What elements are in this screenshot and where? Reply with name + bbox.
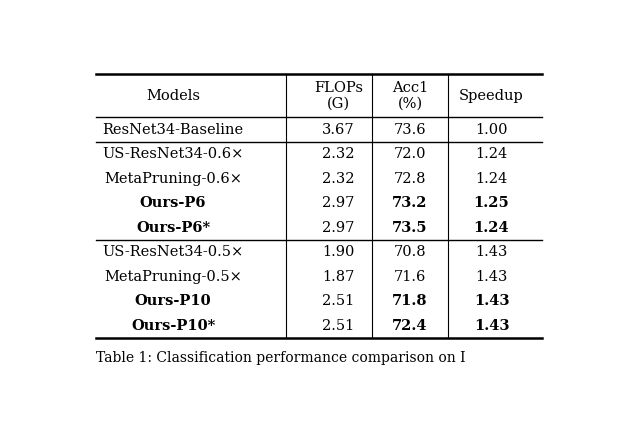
Text: 1.43: 1.43: [474, 319, 509, 333]
Text: Models: Models: [146, 89, 200, 103]
Text: Table 1: Classification performance comparison on I: Table 1: Classification performance comp…: [96, 351, 466, 365]
Text: 1.43: 1.43: [475, 270, 508, 284]
Text: 70.8: 70.8: [394, 245, 426, 259]
Text: MetaPruning-0.5×: MetaPruning-0.5×: [104, 270, 242, 284]
Text: 2.97: 2.97: [322, 196, 355, 210]
Text: 73.2: 73.2: [392, 196, 428, 210]
Text: 2.32: 2.32: [322, 172, 355, 186]
Text: 2.51: 2.51: [322, 294, 354, 308]
Text: Acc1
(%): Acc1 (%): [392, 81, 428, 111]
Text: Ours-P10*: Ours-P10*: [131, 319, 215, 333]
Text: 1.00: 1.00: [475, 122, 508, 137]
Text: Ours-P6: Ours-P6: [140, 196, 206, 210]
Text: 72.0: 72.0: [394, 147, 426, 161]
Text: 73.6: 73.6: [394, 122, 426, 137]
Text: Ours-P6*: Ours-P6*: [136, 221, 210, 235]
Text: 73.5: 73.5: [392, 221, 428, 235]
Text: 2.51: 2.51: [322, 319, 354, 333]
Text: FLOPs
(G): FLOPs (G): [314, 81, 363, 111]
Text: 1.25: 1.25: [473, 196, 509, 210]
Text: Ours-P10: Ours-P10: [135, 294, 211, 308]
Text: 1.90: 1.90: [322, 245, 355, 259]
Text: 72.8: 72.8: [394, 172, 426, 186]
Text: 2.32: 2.32: [322, 147, 355, 161]
Text: 71.6: 71.6: [394, 270, 426, 284]
Text: US-ResNet34-0.5×: US-ResNet34-0.5×: [103, 245, 243, 259]
Text: 71.8: 71.8: [392, 294, 428, 308]
Text: Speedup: Speedup: [459, 89, 524, 103]
Text: 1.24: 1.24: [475, 172, 507, 186]
Text: ResNet34-Baseline: ResNet34-Baseline: [103, 122, 243, 137]
Text: 1.43: 1.43: [474, 294, 509, 308]
Text: US-ResNet34-0.6×: US-ResNet34-0.6×: [103, 147, 243, 161]
Text: 1.87: 1.87: [322, 270, 355, 284]
Text: MetaPruning-0.6×: MetaPruning-0.6×: [104, 172, 242, 186]
Text: 72.4: 72.4: [392, 319, 428, 333]
Text: 1.24: 1.24: [475, 147, 507, 161]
Text: 2.97: 2.97: [322, 221, 355, 235]
Text: 1.43: 1.43: [475, 245, 508, 259]
Text: 1.24: 1.24: [474, 221, 509, 235]
Text: 3.67: 3.67: [322, 122, 355, 137]
